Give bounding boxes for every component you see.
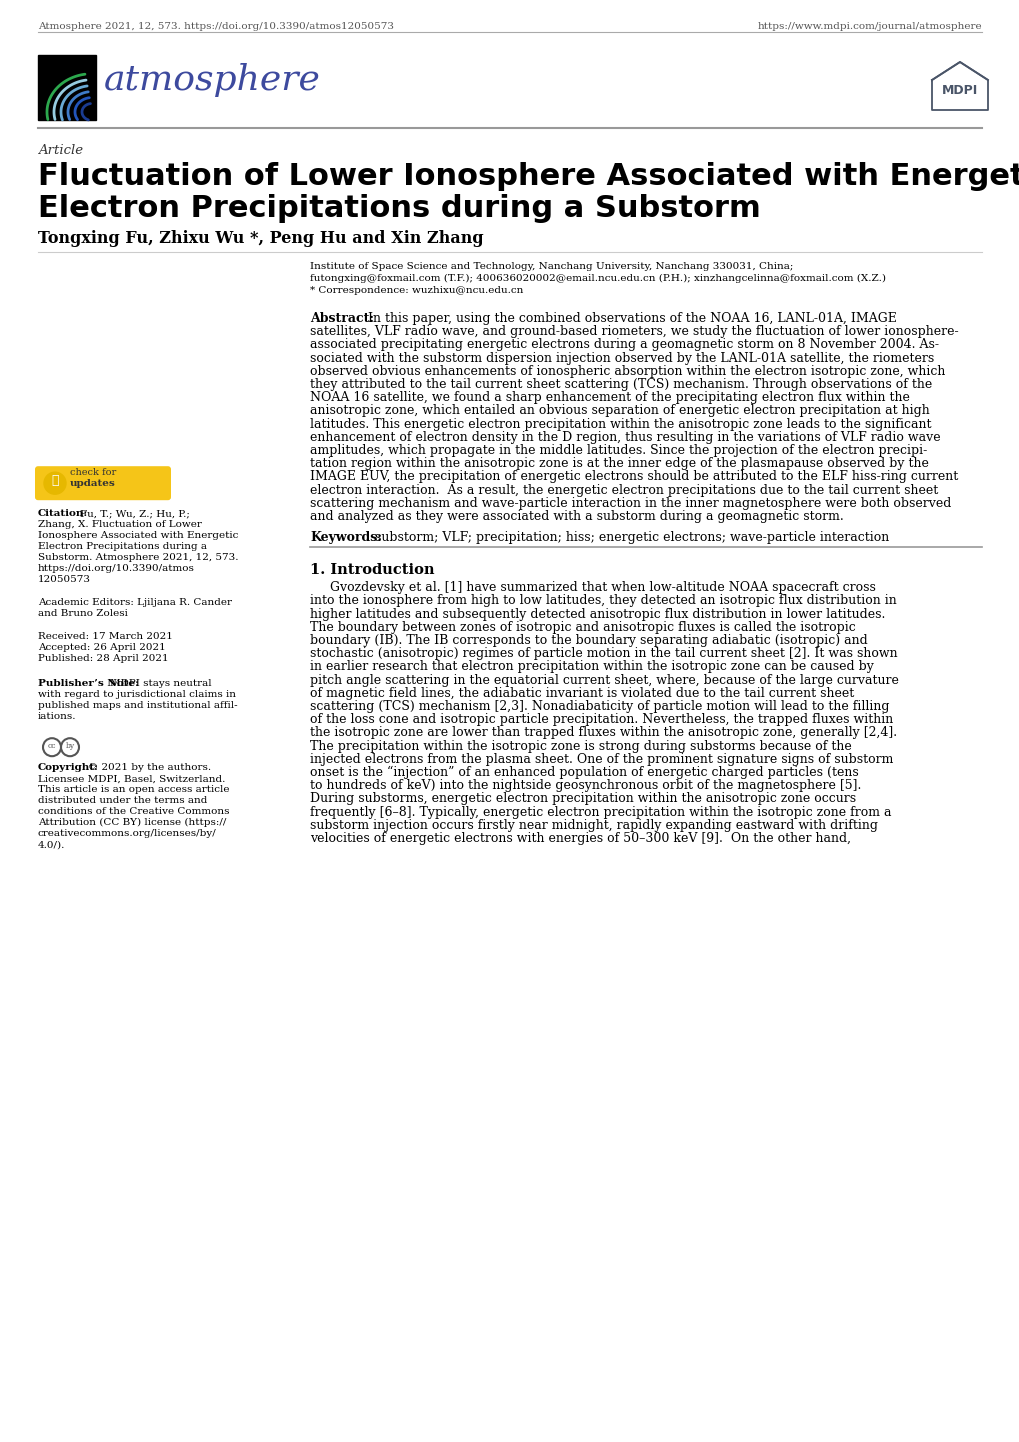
Text: tation region within the anisotropic zone is at the inner edge of the plasmapaus: tation region within the anisotropic zon… [310, 457, 928, 470]
Bar [38, 55, 96, 120]
Text: MDPI: MDPI [941, 84, 977, 97]
Text: 12050573: 12050573 [38, 575, 91, 584]
Text: During substorms, energetic electron precipitation within the anisotropic zone o: During substorms, energetic electron pre… [310, 793, 855, 806]
Text: and Bruno Zolesi: and Bruno Zolesi [38, 609, 127, 619]
Text: Substorm. Atmosphere 2021, 12, 573.: Substorm. Atmosphere 2021, 12, 573. [38, 554, 238, 562]
Text: frequently [6–8]. Typically, energetic electron precipitation within the isotrop: frequently [6–8]. Typically, energetic e… [310, 806, 891, 819]
Text: check for: check for [70, 469, 116, 477]
Text: Attribution (CC BY) license (https://: Attribution (CC BY) license (https:// [38, 818, 226, 828]
Text: injected electrons from the plasma sheet. One of the prominent signature signs o: injected electrons from the plasma sheet… [310, 753, 893, 766]
Text: Published: 28 April 2021: Published: 28 April 2021 [38, 655, 168, 663]
Text: boundary (IB). The IB corresponds to the boundary separating adiabatic (isotropi: boundary (IB). The IB corresponds to the… [310, 634, 867, 647]
Text: Keywords:: Keywords: [310, 531, 381, 544]
Text: with regard to jurisdictional claims in: with regard to jurisdictional claims in [38, 691, 235, 699]
Text: Article: Article [38, 144, 83, 157]
Text: Electron Precipitations during a Substorm: Electron Precipitations during a Substor… [38, 195, 760, 224]
Text: IMAGE EUV, the precipitation of energetic electrons should be attributed to the : IMAGE EUV, the precipitation of energeti… [310, 470, 957, 483]
Text: electron interaction.  As a result, the energetic electron precipitations due to: electron interaction. As a result, the e… [310, 483, 937, 496]
Text: velocities of energetic electrons with energies of 50–300 keV [9].  On the other: velocities of energetic electrons with e… [310, 832, 850, 845]
Text: This article is an open access article: This article is an open access article [38, 786, 229, 795]
Text: ✓: ✓ [51, 474, 59, 487]
Text: iations.: iations. [38, 712, 76, 721]
Text: Tongxing Fu, Zhixu Wu *, Peng Hu and Xin Zhang: Tongxing Fu, Zhixu Wu *, Peng Hu and Xin… [38, 231, 483, 247]
Text: https://doi.org/10.3390/atmos: https://doi.org/10.3390/atmos [38, 564, 195, 574]
Text: conditions of the Creative Commons: conditions of the Creative Commons [38, 808, 229, 816]
Text: MDPI stays neutral: MDPI stays neutral [110, 679, 211, 688]
Text: cc: cc [48, 743, 56, 750]
Text: Publisher’s Note:: Publisher’s Note: [38, 679, 139, 688]
Text: they attributed to the tail current sheet scattering (TCS) mechanism. Through ob: they attributed to the tail current shee… [310, 378, 931, 391]
Text: atmosphere: atmosphere [104, 63, 321, 97]
Text: enhancement of electron density in the D region, thus resulting in the variation: enhancement of electron density in the D… [310, 431, 940, 444]
Text: * Correspondence: wuzhixu@ncu.edu.cn: * Correspondence: wuzhixu@ncu.edu.cn [310, 286, 523, 296]
Text: stochastic (anisotropic) regimes of particle motion in the tail current sheet [2: stochastic (anisotropic) regimes of part… [310, 647, 897, 660]
Text: pitch angle scattering in the equatorial current sheet, where, because of the la: pitch angle scattering in the equatorial… [310, 673, 898, 686]
Text: Atmosphere 2021, 12, 573. https://doi.org/10.3390/atmos12050573: Atmosphere 2021, 12, 573. https://doi.or… [38, 22, 393, 30]
Text: Licensee MDPI, Basel, Switzerland.: Licensee MDPI, Basel, Switzerland. [38, 774, 225, 783]
Text: The precipitation within the isotropic zone is strong during substorms because o: The precipitation within the isotropic z… [310, 740, 851, 753]
Text: 1. Introduction: 1. Introduction [310, 564, 434, 577]
Text: higher latitudes and subsequently detected anisotropic flux distribution in lowe: higher latitudes and subsequently detect… [310, 607, 884, 620]
Text: NOAA 16 satellite, we found a sharp enhancement of the precipitating electron fl: NOAA 16 satellite, we found a sharp enha… [310, 391, 909, 404]
Text: In this paper, using the combined observations of the NOAA 16, LANL-01A, IMAGE: In this paper, using the combined observ… [368, 311, 896, 324]
Text: futongxing@foxmail.com (T.F.); 400636020002@email.ncu.edu.cn (P.H.); xinzhangcel: futongxing@foxmail.com (T.F.); 400636020… [310, 274, 886, 283]
Text: scattering mechanism and wave-particle interaction in the inner magnetosphere we: scattering mechanism and wave-particle i… [310, 497, 951, 510]
Text: distributed under the terms and: distributed under the terms and [38, 796, 207, 805]
Text: The boundary between zones of isotropic and anisotropic fluxes is called the iso: The boundary between zones of isotropic … [310, 622, 855, 634]
Text: associated precipitating energetic electrons during a geomagnetic storm on 8 Nov: associated precipitating energetic elect… [310, 339, 938, 352]
Text: of magnetic field lines, the adiabatic invariant is violated due to the tail cur: of magnetic field lines, the adiabatic i… [310, 686, 854, 699]
Text: in earlier research that electron precipitation within the isotropic zone can be: in earlier research that electron precip… [310, 660, 873, 673]
Text: substorm; VLF; precipitation; hiss; energetic electrons; wave-particle interacti: substorm; VLF; precipitation; hiss; ener… [375, 531, 889, 544]
Text: substorm injection occurs firstly near midnight, rapidly expanding eastward with: substorm injection occurs firstly near m… [310, 819, 877, 832]
Text: into the ionosphere from high to low latitudes, they detected an isotropic flux : into the ionosphere from high to low lat… [310, 594, 896, 607]
Text: latitudes. This energetic electron precipitation within the anisotropic zone lea: latitudes. This energetic electron preci… [310, 418, 930, 431]
Text: Fu, T.; Wu, Z.; Hu, P.;: Fu, T.; Wu, Z.; Hu, P.; [79, 509, 190, 518]
Text: the isotropic zone are lower than trapped fluxes within the anisotropic zone, ge: the isotropic zone are lower than trappe… [310, 727, 897, 740]
Text: amplitudes, which propagate in the middle latitudes. Since the projection of the: amplitudes, which propagate in the middl… [310, 444, 926, 457]
Text: Copyright:: Copyright: [38, 763, 99, 773]
Text: onset is the “injection” of an enhanced population of energetic charged particle: onset is the “injection” of an enhanced … [310, 766, 858, 779]
Text: Fluctuation of Lower Ionosphere Associated with Energetic: Fluctuation of Lower Ionosphere Associat… [38, 162, 1019, 190]
Text: Ionosphere Associated with Energetic: Ionosphere Associated with Energetic [38, 531, 238, 541]
Text: Gvozdevsky et al. [1] have summarized that when low-altitude NOAA spacecraft cro: Gvozdevsky et al. [1] have summarized th… [310, 581, 875, 594]
Text: https://www.mdpi.com/journal/atmosphere: https://www.mdpi.com/journal/atmosphere [757, 22, 981, 30]
Text: Institute of Space Science and Technology, Nanchang University, Nanchang 330031,: Institute of Space Science and Technolog… [310, 262, 793, 271]
Text: of the loss cone and isotropic particle precipitation. Nevertheless, the trapped: of the loss cone and isotropic particle … [310, 714, 893, 727]
Text: Electron Precipitations during a: Electron Precipitations during a [38, 542, 207, 551]
Text: Received: 17 March 2021: Received: 17 March 2021 [38, 632, 172, 642]
Text: to hundreds of keV) into the nightside geosynchronous orbit of the magnetosphere: to hundreds of keV) into the nightside g… [310, 779, 860, 792]
Text: Abstract:: Abstract: [310, 311, 374, 324]
Text: updates: updates [70, 479, 115, 489]
Text: sociated with the substorm dispersion injection observed by the LANL-01A satelli: sociated with the substorm dispersion in… [310, 352, 933, 365]
Text: creativecommons.org/licenses/by/: creativecommons.org/licenses/by/ [38, 829, 217, 838]
Text: Academic Editors: Ljiljana R. Cander: Academic Editors: Ljiljana R. Cander [38, 598, 231, 607]
Text: 4.0/).: 4.0/). [38, 841, 65, 849]
Text: observed obvious enhancements of ionospheric absorption within the electron isot: observed obvious enhancements of ionosph… [310, 365, 945, 378]
Text: Zhang, X. Fluctuation of Lower: Zhang, X. Fluctuation of Lower [38, 521, 202, 529]
Text: anisotropic zone, which entailed an obvious separation of energetic electron pre: anisotropic zone, which entailed an obvi… [310, 404, 929, 417]
FancyBboxPatch shape [35, 466, 171, 500]
Text: published maps and institutional affil-: published maps and institutional affil- [38, 701, 237, 711]
Text: scattering (TCS) mechanism [2,3]. Nonadiabaticity of particle motion will lead t: scattering (TCS) mechanism [2,3]. Nonadi… [310, 699, 889, 712]
Text: satellites, VLF radio wave, and ground-based riometers, we study the fluctuation: satellites, VLF radio wave, and ground-b… [310, 326, 958, 339]
Text: Accepted: 26 April 2021: Accepted: 26 April 2021 [38, 643, 166, 652]
Circle shape [44, 472, 66, 495]
Text: Citation:: Citation: [38, 509, 89, 518]
Text: by: by [65, 743, 74, 750]
Text: © 2021 by the authors.: © 2021 by the authors. [88, 763, 211, 773]
Text: and analyzed as they were associated with a substorm during a geomagnetic storm.: and analyzed as they were associated wit… [310, 510, 843, 523]
